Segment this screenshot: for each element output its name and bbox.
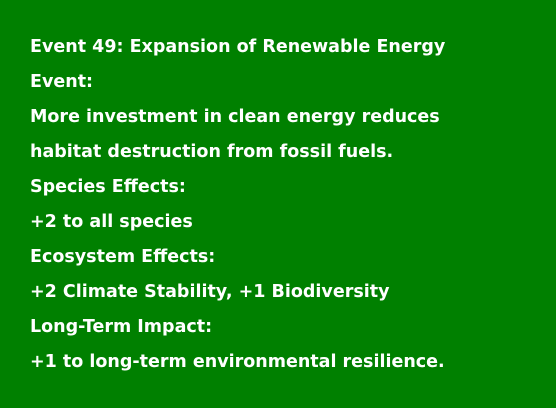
ecosystem-effects-label: Ecosystem Effects: <box>30 247 216 267</box>
species-effects-label: Species Effects: <box>30 177 186 197</box>
species-effects-value: +2 to all species <box>30 212 193 232</box>
event-title: Event 49: Expansion of Renewable Energy <box>30 37 446 57</box>
event-description-line-2: habitat destruction from fossil fuels. <box>30 142 394 162</box>
ecosystem-effects-value: +2 Climate Stability, +1 Biodiversity <box>30 282 390 302</box>
event-label: Event: <box>30 72 94 92</box>
long-term-impact-value: +1 to long-term environmental resilience… <box>30 352 445 372</box>
event-description-line-1: More investment in clean energy reduces <box>30 107 440 127</box>
long-term-impact-label: Long-Term Impact: <box>30 317 213 337</box>
